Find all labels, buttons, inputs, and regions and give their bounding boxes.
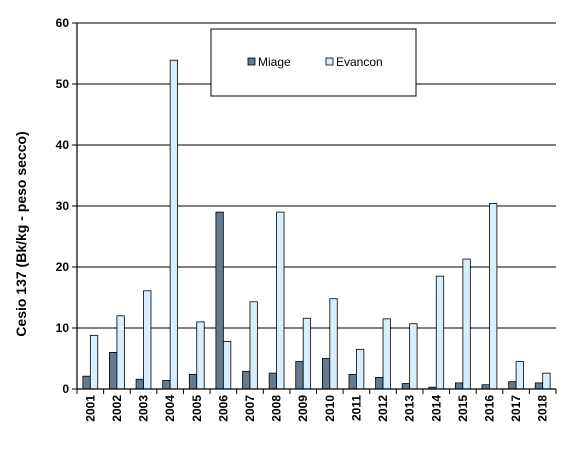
legend-label-evancon: Evancon bbox=[336, 55, 383, 69]
x-tick-label: 2004 bbox=[163, 395, 177, 422]
x-tick-label: 2012 bbox=[376, 395, 390, 422]
x-tick-label: 2016 bbox=[482, 395, 496, 422]
y-tick-label: 60 bbox=[56, 16, 70, 30]
legend-label-miage: Miage bbox=[258, 55, 291, 69]
bar-miage-2016 bbox=[481, 384, 490, 390]
bar-evancon-2014 bbox=[435, 275, 445, 390]
bar-evancon-2006 bbox=[222, 341, 232, 390]
bar-miage-2001 bbox=[82, 375, 91, 390]
bar-evancon-2009 bbox=[302, 317, 312, 390]
y-tick-label: 50 bbox=[56, 77, 70, 91]
bar-evancon-2016 bbox=[489, 203, 498, 390]
legend: Miage Evancon bbox=[210, 28, 417, 97]
bar-miage-2015 bbox=[455, 382, 464, 390]
bar-miage-2004 bbox=[162, 380, 171, 390]
bar-miage-2002 bbox=[109, 351, 118, 390]
x-tick-label: 2011 bbox=[349, 395, 363, 421]
bar-miage-2010 bbox=[321, 358, 331, 390]
x-tick-label: 2013 bbox=[403, 395, 417, 422]
y-tick-label: 30 bbox=[56, 199, 70, 213]
bar-evancon-2002 bbox=[116, 315, 125, 390]
bar-evancon-2001 bbox=[89, 334, 99, 390]
legend-swatch-evancon bbox=[325, 57, 334, 66]
bar-evancon-2017 bbox=[515, 361, 524, 390]
x-tick-label: 2003 bbox=[137, 395, 151, 422]
bar-evancon-2015 bbox=[462, 258, 471, 390]
x-tick-label: 2007 bbox=[243, 395, 257, 422]
bar-miage-2009 bbox=[295, 361, 304, 390]
y-tick-label: 10 bbox=[56, 321, 70, 335]
bar-miage-2003 bbox=[135, 378, 144, 390]
x-tick-label: 2006 bbox=[216, 395, 230, 422]
x-tick-label: 2009 bbox=[296, 395, 310, 422]
bar-evancon-2018 bbox=[542, 372, 551, 390]
y-tick-labels: 0 10 20 30 40 50 60 bbox=[56, 16, 70, 396]
bar-miage-2012 bbox=[375, 377, 384, 390]
bar-miage-2013 bbox=[401, 383, 411, 390]
x-tick-labels: 2001 2002 2003 2004 2005 2006 2007 2008 2009 2010… bbox=[76, 389, 557, 422]
x-tick-label: 2008 bbox=[270, 395, 284, 422]
x-tick-label: 2001 bbox=[83, 395, 97, 422]
y-axis-label: Cesio 137 (Bk/kg - peso secco) bbox=[13, 131, 29, 336]
bar-miage-2007 bbox=[242, 370, 251, 390]
x-tick-label: 2005 bbox=[190, 395, 204, 422]
bars bbox=[82, 59, 551, 390]
bar-miage-2017 bbox=[508, 381, 517, 390]
bar-evancon-2010 bbox=[329, 298, 338, 390]
legend-swatch-miage bbox=[247, 57, 256, 66]
bar-evancon-2013 bbox=[409, 323, 418, 390]
gridlines bbox=[72, 22, 556, 390]
bar-evancon-2012 bbox=[382, 318, 391, 390]
x-tick-label: 2014 bbox=[429, 395, 443, 422]
bar-miage-2018 bbox=[534, 382, 544, 390]
x-tick-label: 2018 bbox=[536, 395, 550, 422]
bar-miage-2008 bbox=[268, 372, 277, 390]
bar-miage-2005 bbox=[188, 373, 198, 390]
bar-miage-2006 bbox=[215, 211, 224, 390]
x-tick-label: 2002 bbox=[110, 395, 124, 422]
bar-evancon-2004 bbox=[169, 59, 178, 390]
legend-box bbox=[210, 28, 417, 97]
bar-miage-2011 bbox=[348, 373, 357, 390]
x-tick-label: 2017 bbox=[509, 395, 523, 422]
bar-evancon-2011 bbox=[356, 348, 365, 390]
x-tick-label: 2010 bbox=[323, 395, 337, 422]
y-tick-label: 40 bbox=[56, 138, 70, 152]
bar-evancon-2008 bbox=[276, 211, 285, 390]
y-tick-label: 20 bbox=[56, 260, 70, 274]
x-tick-label: 2015 bbox=[456, 395, 470, 422]
bar-evancon-2007 bbox=[249, 301, 258, 390]
y-tick-label: 0 bbox=[62, 382, 69, 396]
bar-evancon-2003 bbox=[143, 290, 152, 390]
bar-evancon-2005 bbox=[196, 321, 205, 390]
